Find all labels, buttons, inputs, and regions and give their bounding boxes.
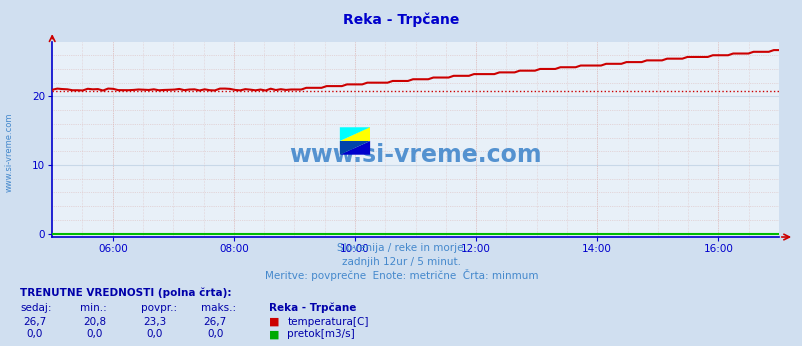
Text: Slovenija / reke in morje.: Slovenija / reke in morje. — [336, 243, 466, 253]
Text: Meritve: povprečne  Enote: metrične  Črta: minmum: Meritve: povprečne Enote: metrične Črta:… — [265, 268, 537, 281]
Polygon shape — [339, 127, 370, 141]
Text: Reka - Trpčane: Reka - Trpčane — [269, 303, 356, 313]
Text: pretok[m3/s]: pretok[m3/s] — [287, 329, 354, 339]
Text: Reka - Trpčane: Reka - Trpčane — [343, 12, 459, 27]
Text: ■: ■ — [269, 329, 279, 339]
Text: povpr.:: povpr.: — [140, 303, 176, 313]
Text: temperatura[C]: temperatura[C] — [287, 317, 368, 327]
Text: 26,7: 26,7 — [204, 317, 226, 327]
Text: sedaj:: sedaj: — [20, 303, 51, 313]
Text: zadnjih 12ur / 5 minut.: zadnjih 12ur / 5 minut. — [342, 257, 460, 267]
Text: 26,7: 26,7 — [23, 317, 46, 327]
Text: 0,0: 0,0 — [26, 329, 43, 339]
Text: 0,0: 0,0 — [147, 329, 163, 339]
Polygon shape — [339, 141, 370, 155]
Text: 20,8: 20,8 — [83, 317, 106, 327]
Text: ■: ■ — [269, 317, 279, 327]
Text: TRENUTNE VREDNOSTI (polna črta):: TRENUTNE VREDNOSTI (polna črta): — [20, 287, 231, 298]
Text: 0,0: 0,0 — [207, 329, 223, 339]
Text: min.:: min.: — [80, 303, 107, 313]
Text: 0,0: 0,0 — [87, 329, 103, 339]
Text: www.si-vreme.com: www.si-vreme.com — [5, 112, 14, 192]
Text: maks.:: maks.: — [200, 303, 236, 313]
Polygon shape — [339, 127, 370, 141]
Text: www.si-vreme.com: www.si-vreme.com — [289, 143, 541, 167]
Polygon shape — [339, 141, 370, 155]
Text: 23,3: 23,3 — [144, 317, 166, 327]
